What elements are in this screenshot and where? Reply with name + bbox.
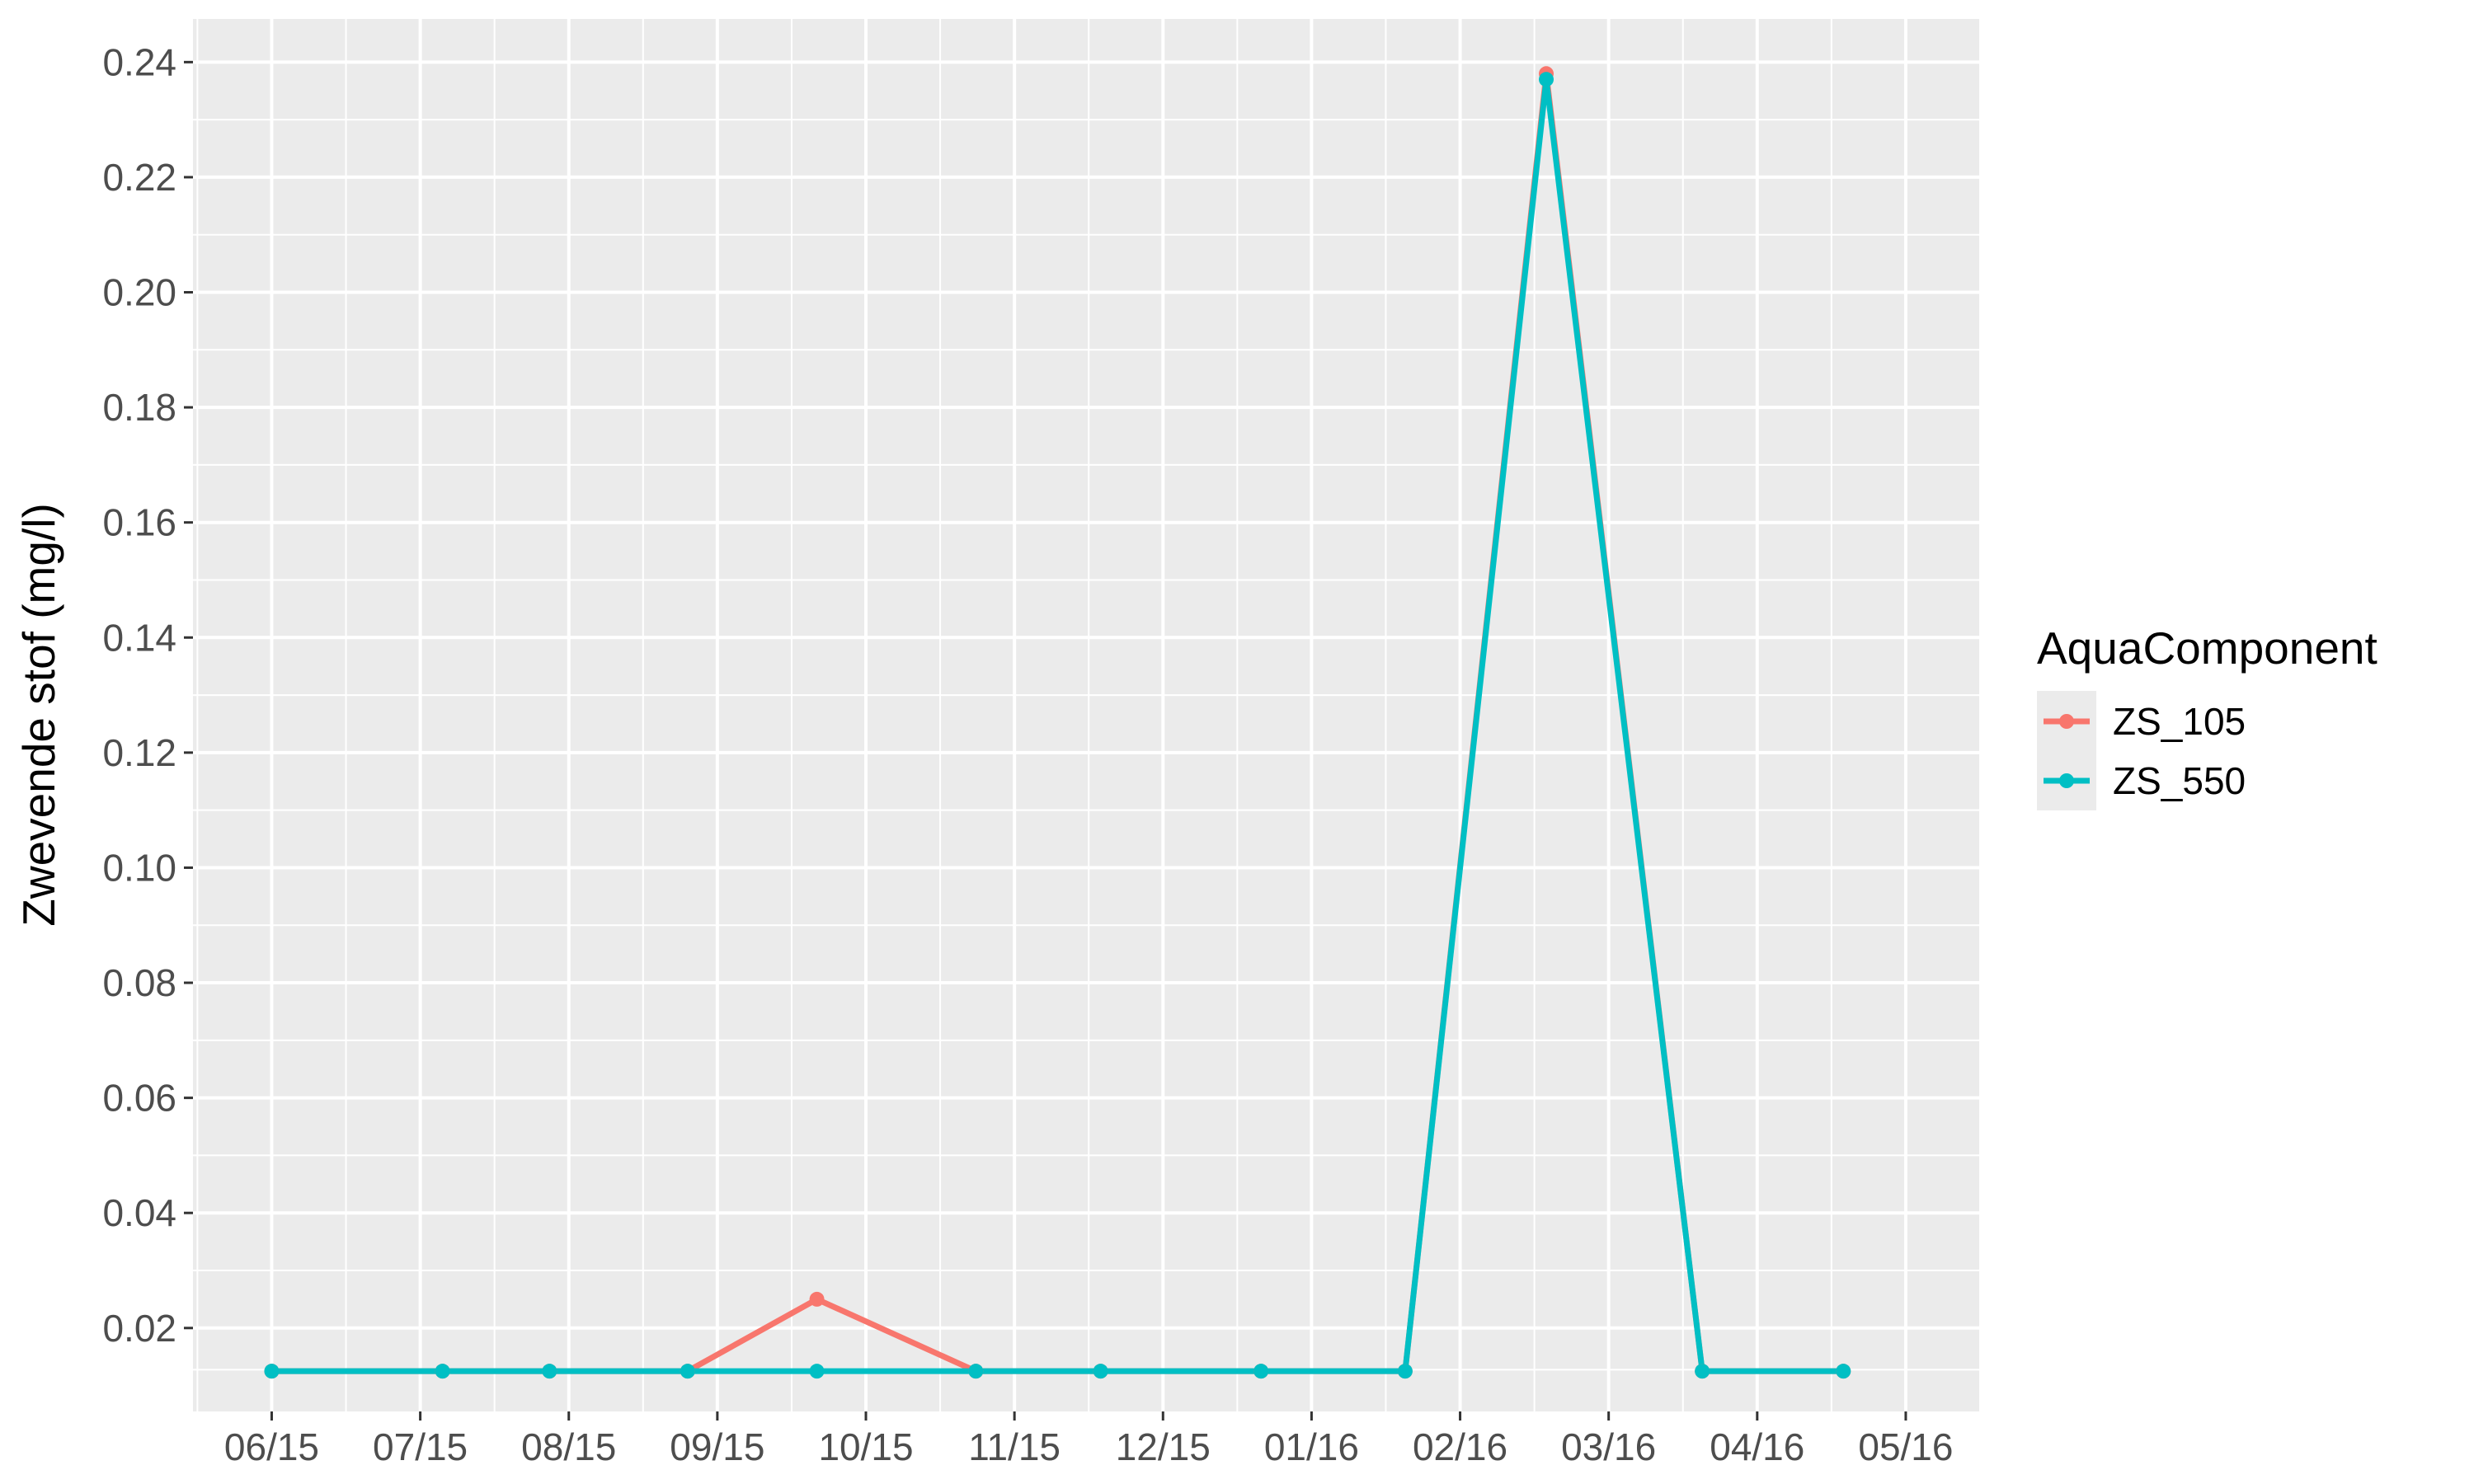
y-axis: 0.02 0.04 0.06 0.08 0.10 0.12 0.14 0.16 0.18 0.20… <box>102 40 193 1350</box>
legend-label-zs-550: ZS_550 <box>2113 759 2246 802</box>
y-tick-label: 0.02 <box>102 1307 176 1350</box>
x-tick-label: 01/16 <box>1264 1425 1359 1468</box>
x-tick-label: 02/16 <box>1413 1425 1507 1468</box>
x-tick-label: 07/15 <box>373 1425 468 1468</box>
x-tick-label: 05/16 <box>1858 1425 1953 1468</box>
data-point-zs-550 <box>1397 1364 1413 1379</box>
data-point-zs-550 <box>1253 1364 1269 1379</box>
y-tick-label: 0.18 <box>102 386 176 429</box>
data-point-zs-105 <box>809 1291 825 1307</box>
x-tick-label: 08/15 <box>521 1425 616 1468</box>
grid-minor <box>193 19 1981 1411</box>
series-line-zs-550 <box>271 78 1844 1374</box>
series-points <box>264 66 1851 1379</box>
data-point-zs-550 <box>264 1364 280 1379</box>
data-point-zs-550 <box>1093 1364 1108 1379</box>
x-tick-label: 12/15 <box>1116 1425 1211 1468</box>
y-tick-label: 0.12 <box>102 731 176 774</box>
data-point-zs-550 <box>1695 1364 1710 1379</box>
x-tick-label: 10/15 <box>818 1425 913 1468</box>
x-axis: 06/15 07/15 08/15 09/15 10/15 11/15 12/15 01/16… <box>224 1411 1953 1468</box>
y-tick-label: 0.14 <box>102 616 176 659</box>
data-point-zs-550 <box>1539 72 1554 87</box>
data-point-zs-550 <box>680 1364 695 1379</box>
x-tick-label: 09/15 <box>670 1425 764 1468</box>
x-tick-label: 06/15 <box>224 1425 319 1468</box>
x-tick-label: 11/15 <box>968 1425 1061 1468</box>
data-point-zs-550 <box>809 1364 825 1379</box>
legend-label-zs-105: ZS_105 <box>2113 700 2246 743</box>
data-point-zs-550 <box>1836 1364 1851 1379</box>
y-tick-label: 0.24 <box>102 40 176 83</box>
legend-key-background <box>2037 691 2096 810</box>
legend-key-point-zs-550 <box>2059 773 2074 788</box>
legend-title: AquaComponent <box>2037 622 2378 674</box>
data-point-zs-550 <box>968 1364 984 1379</box>
y-axis-title: Zwevende stof (mg/l) <box>13 503 64 927</box>
y-tick-label: 0.22 <box>102 156 176 199</box>
grid-major <box>193 19 1980 1411</box>
y-tick-label: 0.08 <box>102 961 176 1004</box>
plot-panel <box>193 19 1980 1411</box>
legend: AquaComponent ZS_105 ZS_550 <box>2037 622 2378 810</box>
x-tick-label: 04/16 <box>1710 1425 1804 1468</box>
y-tick-label: 0.06 <box>102 1077 176 1120</box>
y-tick-label: 0.20 <box>102 271 176 314</box>
y-tick-label: 0.04 <box>102 1191 176 1234</box>
data-point-zs-550 <box>542 1364 557 1379</box>
series-lines <box>271 73 1844 1374</box>
y-tick-label: 0.16 <box>102 501 176 544</box>
legend-key-point-zs-105 <box>2059 714 2074 729</box>
legend-items: ZS_105 ZS_550 <box>2044 700 2246 802</box>
data-point-zs-550 <box>435 1364 450 1379</box>
x-tick-label: 03/16 <box>1561 1425 1656 1468</box>
y-tick-label: 0.10 <box>102 846 176 889</box>
